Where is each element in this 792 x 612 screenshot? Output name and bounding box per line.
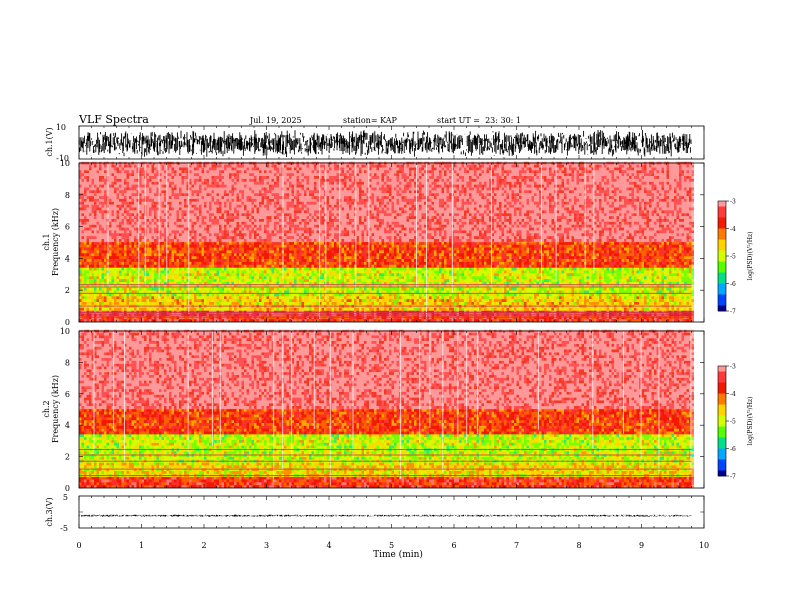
ch2-spectrogram-ylabel: Frequency (kHz) bbox=[51, 375, 60, 443]
ch1-spectrogram-ylabel: Frequency (kHz) bbox=[51, 208, 60, 276]
ch2-spectrogram-ylabel-ch: ch.2 bbox=[42, 400, 51, 417]
ch1-ytick-top: 10 bbox=[56, 123, 66, 132]
start-time-label: start UT = 23: 30: 1 bbox=[437, 116, 521, 125]
ch1-spectrogram-ylabel-ch: ch.1 bbox=[42, 233, 51, 250]
x-tick-label: 7 bbox=[514, 541, 519, 550]
ch1-ytick-bottom: -10 bbox=[56, 154, 69, 163]
ch3-ylabel: ch.3(V) bbox=[45, 497, 54, 526]
ch2-spectrogram-panel: 0 2 4 6 8 10 ch.2 Frequency (kHz) -3 -4 -5 -6 -7 l… bbox=[42, 327, 754, 493]
ch2-spectrogram-colorbar-tick: -4 bbox=[730, 391, 736, 398]
ch3-ytick-bottom: -5 bbox=[60, 524, 68, 533]
ch1-ylabel: ch.1(V) bbox=[45, 127, 54, 156]
ch3-ytick-top: 5 bbox=[63, 493, 68, 502]
x-tick-label: 5 bbox=[389, 541, 394, 550]
station-label: station= KAP bbox=[343, 116, 398, 125]
ch2-spectrogram-ytick: 8 bbox=[65, 358, 70, 367]
ch3-waveform-panel: 5 -5 ch.3(V) bbox=[45, 493, 705, 533]
date-label: Jul. 19, 2025 bbox=[249, 116, 302, 125]
ch1-spectrogram-colorbar-label: log(PSD)(V²/Hz) bbox=[747, 232, 754, 281]
x-tick-label: 6 bbox=[451, 541, 456, 550]
x-tick-label: 10 bbox=[699, 541, 709, 550]
ch1-spectrogram-ytick: 8 bbox=[65, 191, 70, 200]
x-axis-label: Time (min) bbox=[373, 549, 423, 560]
figure-title: VLF Spectra bbox=[78, 113, 149, 126]
ch1-colorbar: -3 -4 -5 -6 -7 log(PSD)(V²/Hz) bbox=[717, 199, 754, 316]
ch2-spectrogram-colorbar-tick: -6 bbox=[730, 446, 736, 453]
ch2-spectrogram-ytick: 0 bbox=[65, 484, 70, 493]
ch1-spectrogram-panel: 0 2 4 6 8 10 ch.1 Frequency (kHz) -3 -4 -5 -6 -7 l… bbox=[42, 159, 754, 327]
x-tick-label: 3 bbox=[264, 541, 269, 550]
ch2-spectrogram-colorbar-tick: -5 bbox=[730, 419, 736, 426]
x-tick-label: 1 bbox=[139, 541, 144, 550]
x-tick-label: 8 bbox=[576, 541, 581, 550]
ch2-spectrogram-ytick: 2 bbox=[65, 453, 70, 462]
ch1-waveform-panel: 10 -10 ch.1(V) bbox=[45, 123, 705, 163]
ch1-spectrogram-image bbox=[79, 161, 694, 322]
ch2-spectrogram-colorbar-tick: -7 bbox=[730, 474, 736, 481]
x-tick-label: 9 bbox=[639, 541, 644, 550]
x-tick-label: 4 bbox=[326, 541, 331, 550]
ch2-spectrogram-image bbox=[79, 329, 694, 489]
ch1-spectrogram-colorbar-tick: -7 bbox=[730, 309, 736, 316]
ch2-colorbar: -3 -4 -5 -6 -7 log(PSD)(V²/Hz) bbox=[717, 364, 754, 481]
x-tick-label: 2 bbox=[201, 541, 206, 550]
ch2-spectrogram-ytick: 10 bbox=[60, 327, 70, 336]
ch1-spectrogram-ytick: 4 bbox=[65, 254, 70, 263]
ch1-spectrogram-colorbar-tick: -3 bbox=[730, 199, 736, 206]
x-tick-label: 0 bbox=[76, 541, 81, 550]
ch1-spectrogram-ytick: 2 bbox=[65, 286, 70, 295]
ch1-spectrogram-colorbar-tick: -5 bbox=[730, 254, 736, 261]
ch2-spectrogram-ytick: 4 bbox=[65, 421, 70, 430]
time-axis: 0 1 2 3 4 5 6 7 8 9 10 bbox=[76, 541, 709, 550]
ch2-spectrogram-colorbar-label: log(PSD)(V²/Hz) bbox=[747, 397, 754, 446]
ch1-spectrogram-ytick: 0 bbox=[65, 318, 70, 327]
ch1-spectrogram-colorbar-tick: -4 bbox=[730, 226, 736, 233]
ch2-spectrogram-ytick: 6 bbox=[65, 390, 70, 399]
ch1-spectrogram-colorbar-tick: -6 bbox=[730, 281, 736, 288]
ch2-spectrogram-colorbar-tick: -3 bbox=[730, 364, 736, 371]
ch1-spectrogram-ytick: 10 bbox=[60, 159, 70, 168]
ch1-spectrogram-ytick: 6 bbox=[65, 223, 70, 232]
